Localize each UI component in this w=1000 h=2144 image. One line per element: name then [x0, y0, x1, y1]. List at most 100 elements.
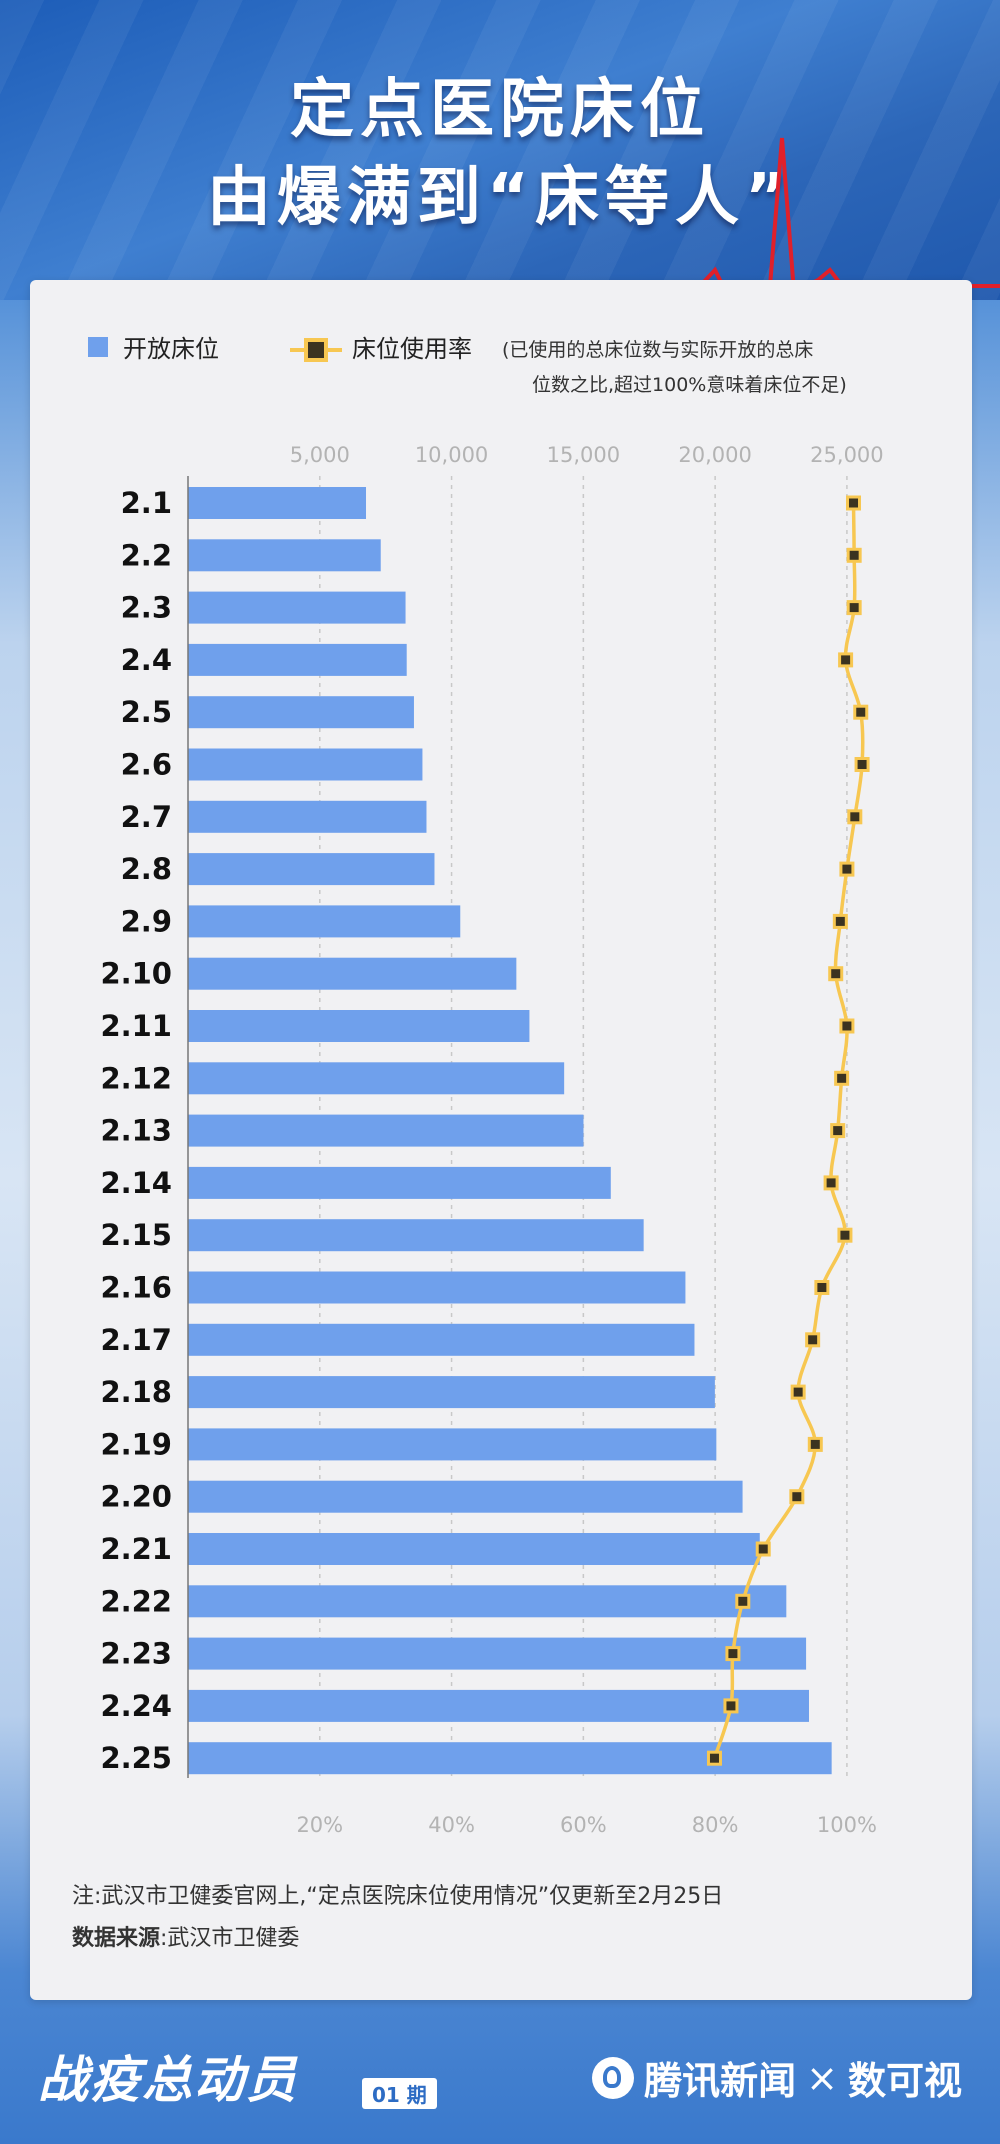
category-labels: 2.1 2.2 2.3 2.4 2.5 2.6 2.7 2.8 2.9 2.10 2.11 2.12 2…	[100, 486, 172, 1775]
category-label-2.1: 2.1	[121, 486, 172, 520]
bottom-tick-label-0: 20%	[296, 1813, 343, 1837]
category-label-2.22: 2.22	[100, 1584, 172, 1618]
rate-point-2.4	[838, 652, 854, 668]
bar-2.10	[188, 957, 517, 990]
rate-point-2.19	[807, 1436, 823, 1452]
top-tick-label-4: 25,000	[810, 443, 883, 467]
rate-point-2.12	[834, 1070, 850, 1086]
bottom-tick-label-1: 40%	[428, 1813, 475, 1837]
category-label-2.9: 2.9	[121, 904, 172, 938]
rate-point-2.6	[854, 757, 870, 772]
legend-line-marker	[304, 338, 328, 362]
category-label-2.16: 2.16	[100, 1271, 172, 1305]
category-label-2.24: 2.24	[100, 1689, 172, 1723]
legend-line-label: 床位使用率	[352, 335, 472, 363]
rate-point-2.23	[725, 1646, 741, 1662]
bar-2.16	[188, 1271, 686, 1304]
usage-rate-line	[706, 495, 870, 1766]
rate-point-2.16	[814, 1280, 830, 1295]
rate-point-2.3	[846, 600, 862, 616]
data-source-label: 数据来源	[72, 1926, 161, 1951]
rate-point-2.8	[839, 861, 855, 877]
bar-2.9	[188, 905, 461, 938]
rate-point-2.24	[723, 1698, 739, 1714]
top-tick-label-3: 20,000	[678, 443, 751, 467]
category-label-2.5: 2.5	[121, 695, 172, 729]
category-label-2.15: 2.15	[100, 1218, 172, 1252]
rate-point-2.18	[790, 1384, 806, 1400]
bar-2.7	[188, 800, 427, 833]
rate-point-2.15	[837, 1227, 853, 1243]
category-label-2.25: 2.25	[100, 1741, 172, 1775]
bars	[188, 487, 832, 1775]
bar-2.13	[188, 1114, 584, 1147]
series-title: 战疫总动员	[38, 2050, 298, 2109]
bar-2.20	[188, 1480, 743, 1513]
rate-point-2.22	[735, 1593, 751, 1609]
category-label-2.4: 2.4	[121, 643, 172, 677]
bar-2.21	[188, 1533, 760, 1565]
title-line-2: 由爆满到“床等人”	[206, 161, 794, 235]
category-label-2.21: 2.21	[100, 1532, 172, 1566]
category-label-2.19: 2.19	[100, 1427, 172, 1461]
category-label-2.14: 2.14	[100, 1166, 172, 1200]
category-label-2.7: 2.7	[121, 800, 172, 834]
legend-line-note-1: (已使用的总床位数与实际开放的总床	[502, 339, 813, 361]
brand-cross: ×	[806, 2055, 838, 2100]
legend-bar-swatch	[88, 337, 108, 357]
brand-name: 腾讯新闻	[644, 2059, 797, 2103]
category-label-2.13: 2.13	[100, 1114, 172, 1148]
footnote: 注:武汉市卫健委官网上,“定点医院床位使用情况”仅更新至2月25日	[72, 1884, 724, 1909]
data-source: 数据来源:武汉市卫健委	[72, 1920, 299, 1952]
category-label-2.18: 2.18	[100, 1375, 172, 1409]
bar-2.4	[188, 643, 407, 676]
rate-point-2.13	[830, 1123, 846, 1139]
tencent-news-logo-icon	[592, 2056, 635, 2099]
rate-point-2.7	[847, 809, 863, 825]
category-label-2.17: 2.17	[100, 1323, 172, 1357]
rate-point-2.21	[755, 1541, 771, 1557]
rate-point-2.1	[846, 495, 862, 511]
top-tick-label-1: 10,000	[415, 443, 488, 467]
bar-2.5	[188, 696, 414, 729]
bar-2.19	[188, 1428, 717, 1461]
category-label-2.12: 2.12	[100, 1061, 172, 1095]
bar-2.22	[188, 1585, 787, 1618]
category-label-2.11: 2.11	[100, 1009, 172, 1043]
bar-2.15	[188, 1219, 644, 1252]
bar-2.8	[188, 853, 435, 886]
bar-2.18	[188, 1376, 715, 1409]
category-label-2.23: 2.23	[100, 1637, 172, 1671]
heartbeat-line	[520, 137, 1000, 312]
top-tick-label-0: 5,000	[290, 443, 350, 467]
bar-2.12	[188, 1062, 565, 1095]
top-axis-ticks: 5,000 10,000 15,000 20,000 25,000	[290, 443, 884, 467]
rate-point-2.11	[839, 1018, 855, 1034]
category-label-2.3: 2.3	[121, 591, 172, 625]
chart: 开放床位 床位使用率 (已使用的总床位数与实际开放的总床 位数之比,超过100%…	[88, 335, 884, 1837]
rate-point-2.20	[789, 1489, 805, 1505]
bottom-tick-label-3: 80%	[692, 1813, 739, 1837]
bar-2.1	[188, 487, 367, 519]
rate-point-2.10	[828, 966, 844, 982]
data-source-value: :武汉市卫健委	[160, 1926, 300, 1951]
category-label-2.6: 2.6	[121, 748, 172, 782]
brand-block: 腾讯新闻 × 数可视	[592, 2050, 962, 2105]
bottom-tick-label-4: 100%	[817, 1813, 877, 1837]
bottom-axis-ticks: 20% 40% 60% 80% 100%	[296, 1813, 876, 1837]
partner-name: 数可视	[847, 2059, 962, 2103]
issue-badge: 01 期	[362, 2078, 437, 2109]
rate-point-2.17	[805, 1332, 821, 1348]
bar-2.24	[188, 1689, 809, 1722]
bar-2.23	[188, 1637, 807, 1670]
bar-2.3	[188, 591, 406, 624]
header-background	[0, 0, 1000, 300]
rate-point-2.25	[706, 1750, 722, 1766]
rate-point-2.14	[823, 1175, 839, 1191]
title-line-1: 定点医院床位	[290, 73, 710, 147]
rate-point-2.2	[846, 547, 862, 563]
legend-line-note-2: 位数之比,超过100%意味着床位不足)	[532, 374, 847, 396]
bottom-tick-label-2: 60%	[560, 1813, 607, 1837]
category-label-2.2: 2.2	[121, 538, 172, 572]
